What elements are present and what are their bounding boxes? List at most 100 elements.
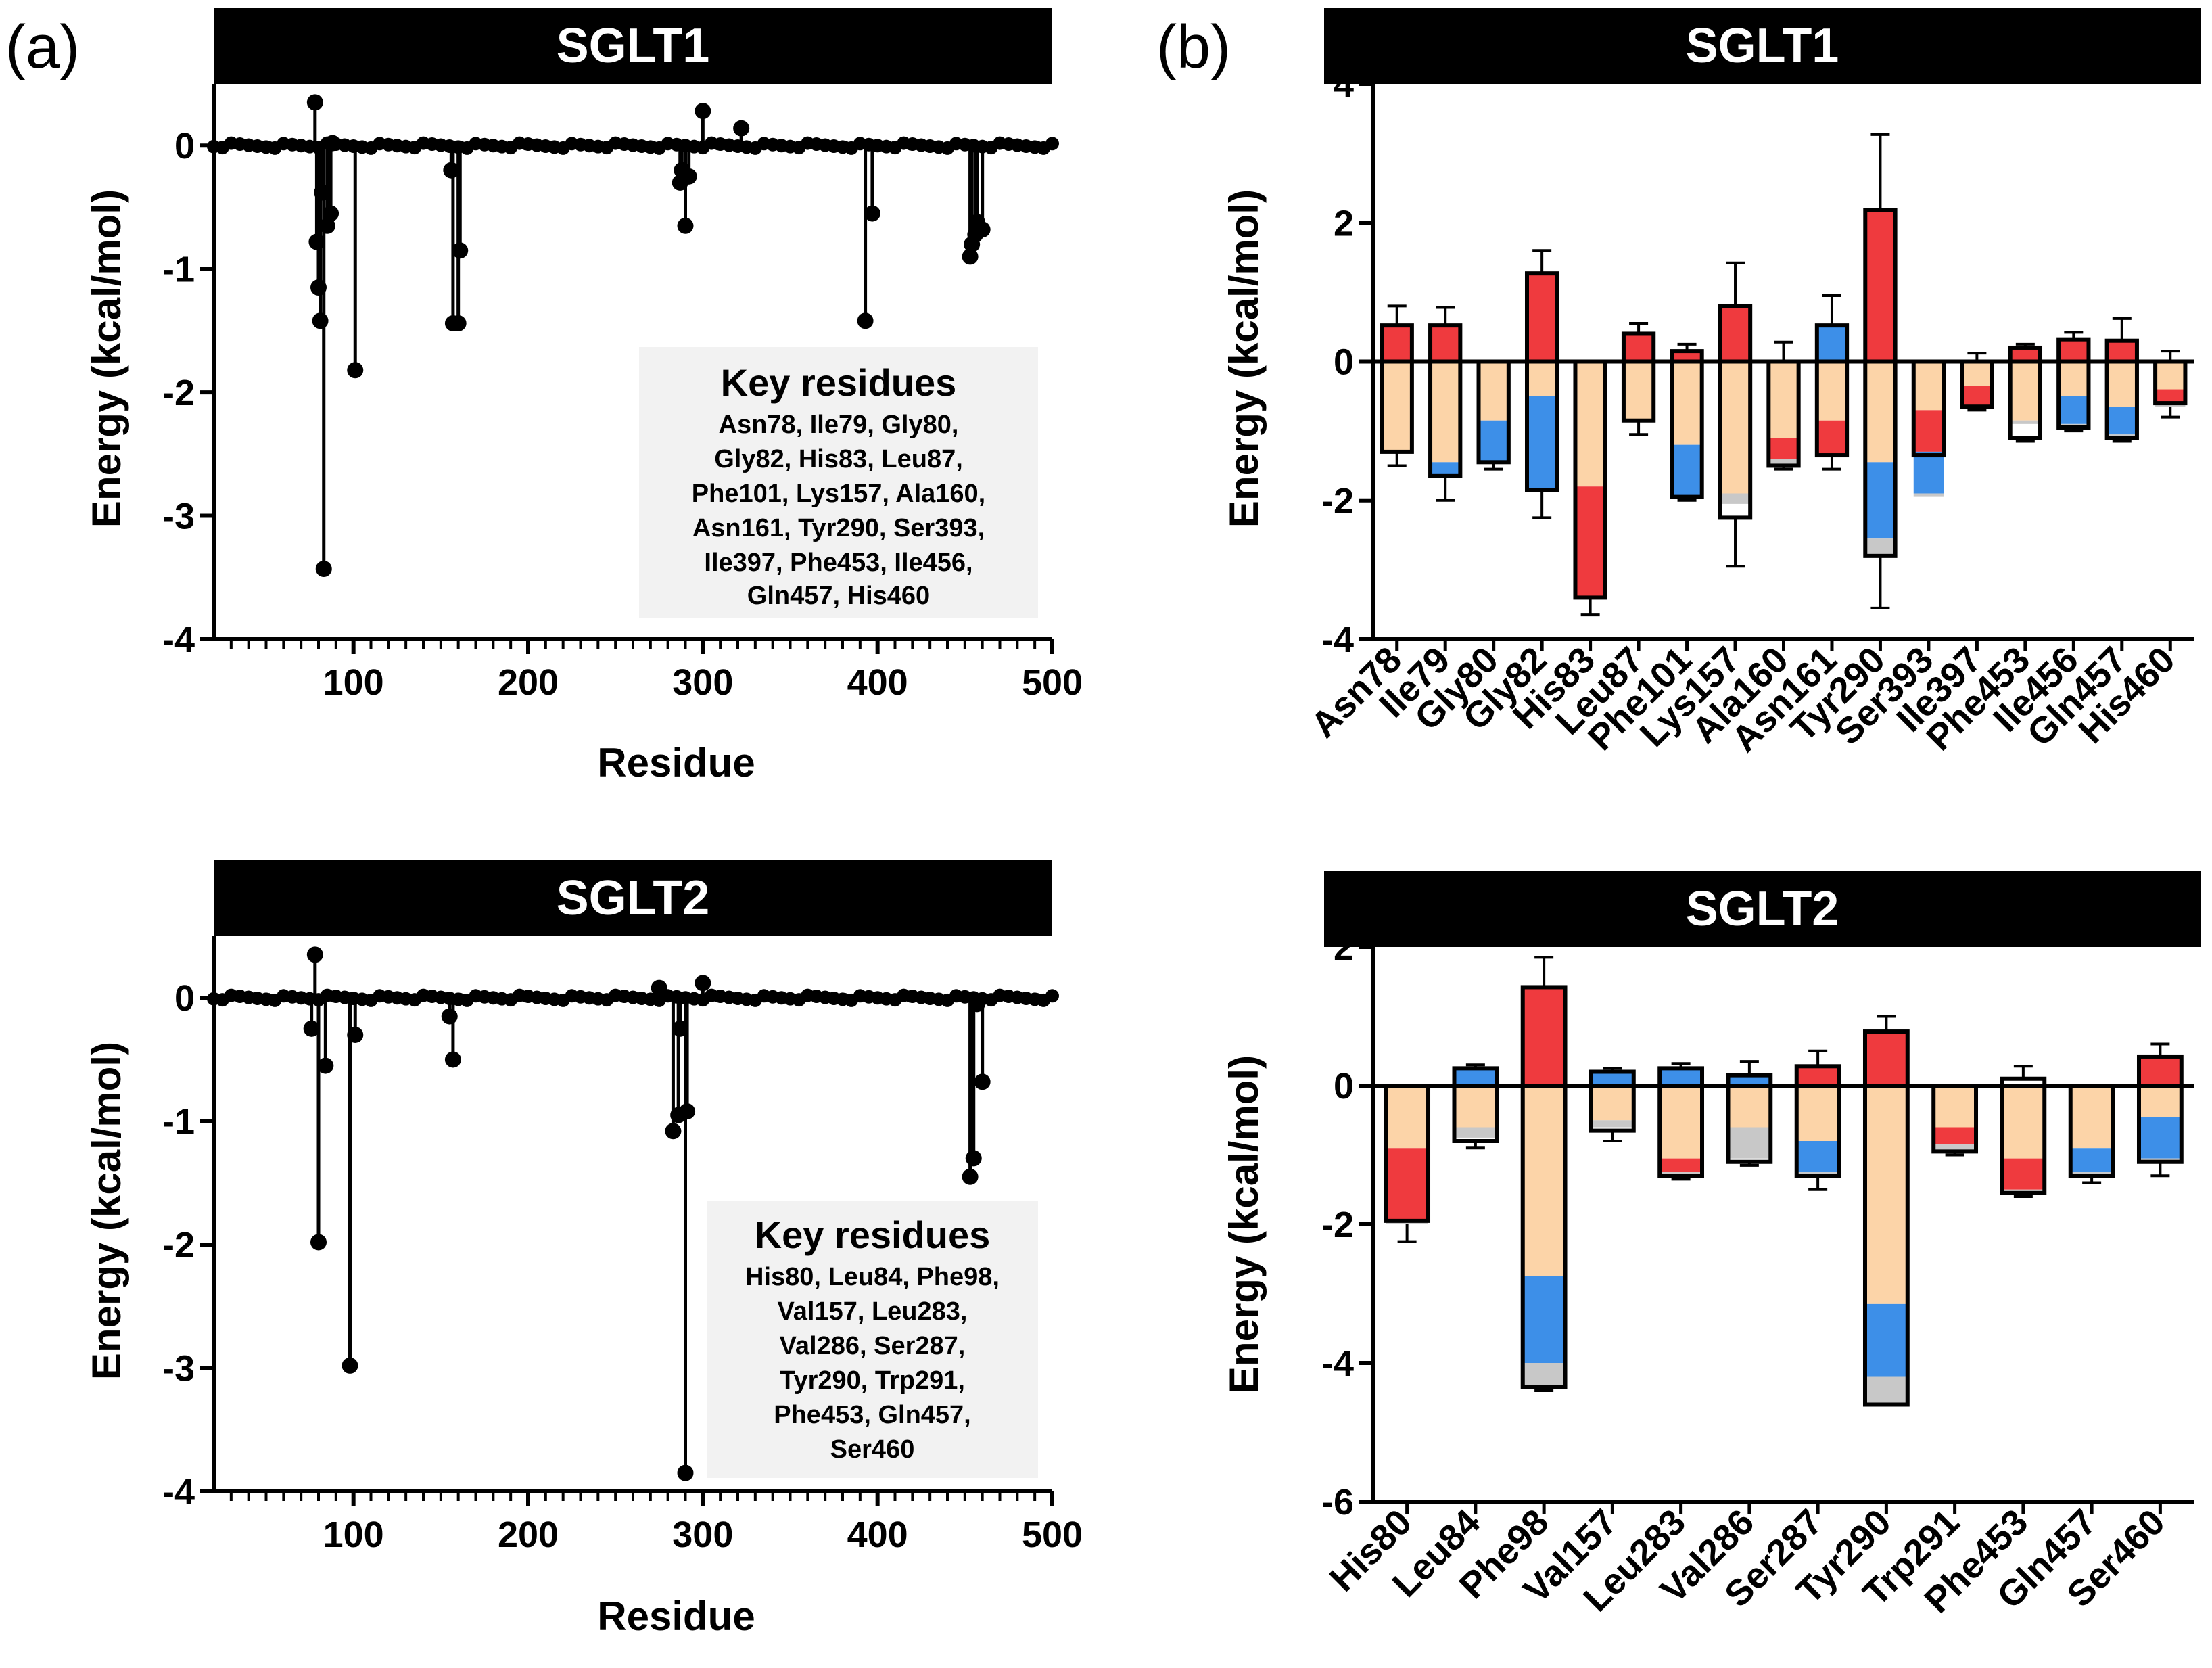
bar-segment-polar-solvation	[1796, 1141, 1839, 1173]
bar-segment-polar-solvation	[1660, 1068, 1703, 1086]
bar-outline	[1863, 208, 1898, 558]
y-tick-label: 0	[1334, 342, 1354, 383]
chart-sglt1-residue-energy: SGLT1 Key residues Asn78, Ile79, Gly80, …	[84, 8, 1083, 785]
bar-segment-electrostatic	[1526, 273, 1557, 362]
bar-segment-vdw	[1591, 1086, 1634, 1121]
residue-point	[677, 1464, 694, 1481]
bar-segment-polar-solvation	[1864, 1303, 1908, 1377]
y-axis-label: Energy (kcal/mol)	[1221, 1055, 1267, 1393]
bar-segment-nonpolar-solvation	[1454, 1127, 1497, 1138]
bar-outline	[1670, 349, 1704, 499]
y-tick-label: -2	[1321, 481, 1354, 522]
bar-segment-electrostatic	[2107, 340, 2137, 362]
bar-segment-electrostatic	[1768, 438, 1799, 459]
residue-point	[443, 162, 460, 179]
y-tick-label: -1	[162, 1102, 195, 1142]
bar-segment-electrostatic	[1386, 1148, 1429, 1221]
x-tick-label: 400	[847, 662, 908, 703]
residue-point	[323, 205, 339, 222]
bar-segment-nonpolar-solvation	[2010, 420, 2041, 424]
bar-segment-nonpolar-solvation	[1522, 1363, 1566, 1387]
bar-segment-nonpolar-solvation	[1591, 1120, 1634, 1128]
bar-segment-electrostatic	[2155, 389, 2186, 404]
bar-segment-vdw	[1768, 361, 1799, 438]
key-residues-line: Val157, Leu283,	[778, 1297, 968, 1326]
bar-segment-vdw	[1864, 1086, 1908, 1304]
x-tick-label: 100	[323, 1514, 384, 1555]
bar-outline	[2008, 345, 2043, 440]
residue-point	[974, 221, 991, 238]
residue-point	[962, 1168, 979, 1185]
x-tick-label: 500	[1022, 662, 1083, 703]
residue-point	[441, 1008, 458, 1025]
key-residues-line: Val286, Ser287,	[780, 1332, 966, 1360]
bar-outline	[1726, 1073, 1773, 1164]
bar-segment-electrostatic	[1575, 486, 1605, 598]
residue-point	[444, 1051, 461, 1068]
header-bar	[214, 8, 1052, 84]
bar-segment-vdw	[1522, 1086, 1566, 1276]
x-tick-label: 500	[1022, 1514, 1083, 1555]
residue-point	[319, 217, 335, 234]
y-tick-label: 0	[174, 126, 195, 166]
y-tick-label: -2	[1321, 1205, 1354, 1245]
bar-outline	[1428, 323, 1463, 478]
bar-outline	[1589, 1069, 1636, 1133]
residue-point	[303, 1020, 320, 1037]
key-residues-line: Asn78, Ile79, Gly80,	[719, 411, 959, 439]
bar-segment-electrostatic	[1720, 306, 1751, 362]
bar-segment-vdw	[1382, 361, 1412, 452]
bar-segment-vdw	[1454, 1086, 1497, 1128]
key-residues-line: Gly82, His83, Leu87,	[714, 445, 963, 473]
bar-segment-electrostatic	[1672, 351, 1702, 362]
bar-segment-polar-solvation	[1478, 420, 1509, 463]
x-tick-label: 300	[672, 662, 733, 703]
bar-segment-vdw	[1796, 1086, 1839, 1141]
key-residues-line: Gln457, His460	[747, 582, 930, 610]
bar-outline	[1794, 1064, 1841, 1178]
bar-segment-vdw	[1672, 361, 1702, 445]
key-residues-box	[639, 347, 1038, 618]
key-residues-line: Phe453, Gln457,	[774, 1401, 971, 1429]
header-bar	[1324, 8, 2201, 84]
bar-segment-electrostatic	[1796, 1066, 1839, 1086]
bar-segment-vdw	[1623, 361, 1654, 421]
bar-segment-vdw	[1816, 361, 1848, 421]
bar-segment-polar-solvation	[1816, 325, 1848, 362]
bar-segment-polar-solvation	[1526, 396, 1557, 490]
residue-point	[974, 1073, 991, 1090]
bar-segment-electrostatic	[1816, 420, 1848, 456]
bar-outline	[1520, 985, 1568, 1389]
bar-segment-vdw	[1478, 361, 1509, 421]
bar-outline	[1718, 304, 1753, 520]
bar-segment-polar-solvation	[1728, 1075, 1771, 1086]
bar-segment-vdw	[1660, 1086, 1703, 1159]
y-tick-label: -3	[162, 496, 195, 537]
residue-point	[733, 120, 750, 137]
residue-point	[857, 312, 874, 329]
panel-label-b: (b)	[1156, 14, 1231, 81]
y-axis-label: Energy (kcal/mol)	[84, 189, 129, 528]
y-tick-label: -4	[162, 1472, 195, 1512]
bar-segment-vdw	[2058, 361, 2089, 396]
chart-title: SGLT2	[1686, 882, 1839, 936]
bar-outline	[2056, 337, 2091, 430]
y-tick-label: 2	[1334, 203, 1354, 244]
residue-point	[324, 135, 341, 152]
bar-segment-polar-solvation	[2070, 1148, 2113, 1173]
key-residues-line: His80, Leu84, Phe98,	[745, 1263, 999, 1291]
residue-point	[677, 217, 694, 234]
bar-segment-vdw	[1728, 1086, 1771, 1128]
bar-segment-polar-solvation	[1913, 451, 1944, 494]
bar-segment-polar-solvation	[2058, 396, 2089, 424]
baseline-point	[1045, 989, 1059, 1003]
residue-point	[310, 1234, 327, 1251]
chart-title: SGLT2	[557, 871, 710, 925]
residue-point	[312, 312, 329, 329]
bar-segment-electrostatic	[1962, 386, 1992, 407]
bar-outline	[1862, 1029, 1910, 1407]
header-bar	[1324, 871, 2201, 947]
bar-segment-vdw	[2010, 361, 2041, 421]
bar-outline	[1380, 323, 1414, 454]
